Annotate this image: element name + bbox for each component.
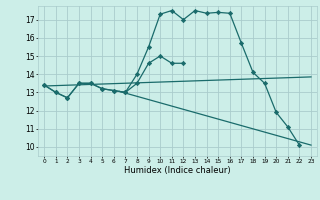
X-axis label: Humidex (Indice chaleur): Humidex (Indice chaleur) — [124, 166, 231, 175]
